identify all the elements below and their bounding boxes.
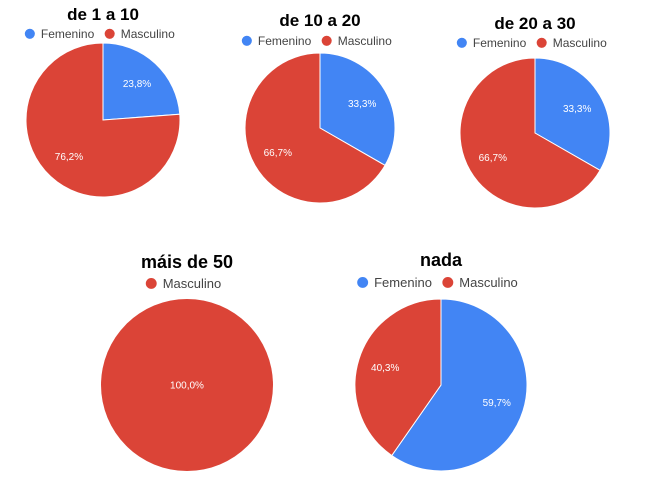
legend-swatch <box>145 277 157 289</box>
pie-chart-de-10-a-20: de 10 a 20 Femenino Masculino 33,3% 66,7% <box>241 11 396 204</box>
slice-label: 76,2% <box>55 152 83 163</box>
pie-slice-masculino <box>25 42 181 198</box>
pie-chart-de-20-a-30: de 20 a 30 Femenino Masculino 33,3% 66,7% <box>456 14 611 209</box>
legend-item-masculino: Masculino <box>104 27 175 41</box>
legend-swatch <box>536 37 547 48</box>
legend-swatch <box>24 28 35 39</box>
legend-label: Masculino <box>459 275 518 290</box>
slice-label: 66,7% <box>264 148 292 159</box>
pie-slice-masculino <box>459 57 601 209</box>
chart-legend: Femenino Masculino <box>456 36 607 50</box>
pie-slice-masculino <box>244 52 386 204</box>
legend-label: Masculino <box>121 27 175 41</box>
legend-item-masculino: Masculino <box>321 34 392 48</box>
chart-legend: Femenino Masculino <box>357 275 518 290</box>
legend-item-femenino: Femenino <box>24 27 95 41</box>
legend-item-femenino: Femenino <box>357 275 432 290</box>
legend-label: Masculino <box>338 34 392 48</box>
legend-label: Femenino <box>41 27 95 41</box>
legend-label: Masculino <box>163 276 222 291</box>
slice-label: 33,3% <box>348 99 376 110</box>
chart-legend: Femenino Masculino <box>24 27 175 41</box>
pie-slice-femenino <box>319 52 396 167</box>
chart-title: de 1 a 10 <box>67 5 139 24</box>
legend-label: Masculino <box>553 36 607 50</box>
chart-legend: Femenino Masculino <box>241 34 392 48</box>
legend-swatch <box>456 37 467 48</box>
chart-title: máis de 50 <box>141 252 233 272</box>
pie-slice-femenino <box>534 57 611 172</box>
slice-label: 33,3% <box>563 104 591 115</box>
legend-label: Femenino <box>473 36 527 50</box>
chart-title: de 10 a 20 <box>279 11 360 30</box>
slice-label: 100,0% <box>170 381 204 392</box>
pie-chart-mais-de-50: máis de 50 Masculino 100,0% <box>101 252 273 471</box>
legend-swatch <box>104 28 115 39</box>
legend-swatch <box>241 35 252 46</box>
legend-item-femenino: Femenino <box>241 34 312 48</box>
legend-swatch <box>357 276 369 288</box>
legend-item-masculino: Masculino <box>536 36 607 50</box>
slice-label: 59,7% <box>483 398 511 409</box>
legend-item-femenino: Femenino <box>456 36 527 50</box>
legend-label: Femenino <box>258 34 312 48</box>
legend-swatch <box>442 276 454 288</box>
pie-slice-masculino <box>354 298 442 457</box>
chart-legend: Masculino <box>145 276 222 291</box>
chart-title: nada <box>420 250 463 270</box>
pie-slice-masculino <box>101 299 273 471</box>
slice-label: 23,8% <box>123 79 151 90</box>
slice-label: 40,3% <box>371 363 399 374</box>
legend-item-masculino: Masculino <box>145 276 222 291</box>
pie-chart-de-1-a-10: de 1 a 10 Femenino Masculino 23,8% 76,2% <box>24 5 181 198</box>
pie-slice-femenino <box>391 298 528 472</box>
legend-item-masculino: Masculino <box>442 275 518 290</box>
slice-label: 66,7% <box>479 153 507 164</box>
chart-title: de 20 a 30 <box>494 14 575 33</box>
pie-slice-femenino <box>102 42 181 121</box>
legend-swatch <box>321 35 332 46</box>
pie-chart-nada: nada Femenino Masculino 59,7% 40,3% <box>354 250 528 472</box>
legend-label: Femenino <box>374 275 432 290</box>
